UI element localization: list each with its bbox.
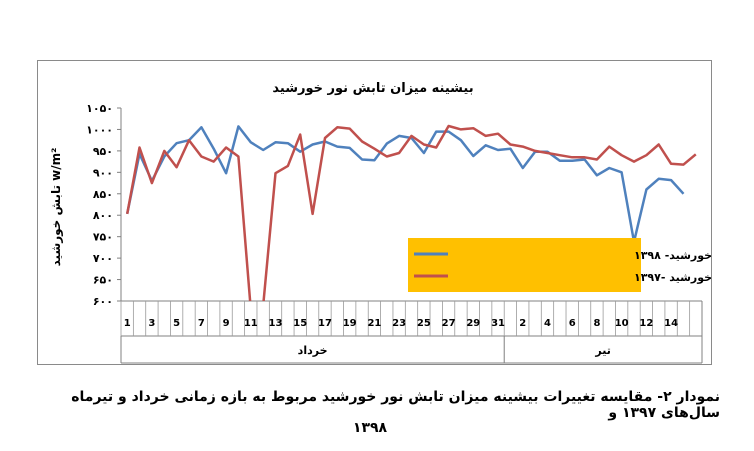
figure-caption: نمودار ۲- مقایسه تغییرات بیشینه میزان تا…: [71, 389, 720, 421]
x-tick-label: 17: [318, 318, 332, 329]
x-tick-label: 3: [148, 318, 155, 329]
series-line-1398: [125, 125, 685, 244]
y-tick-label: ۱۰۰۰: [86, 123, 113, 136]
x-tick-label: 11: [244, 318, 258, 329]
axes: [117, 107, 703, 364]
legend-label: میزان تابش نور خورشید- ۱۳۹۸: [634, 249, 713, 262]
x-tick-label: 9: [223, 318, 230, 329]
x-tick-label: 4: [544, 318, 551, 329]
month-label-khordad: خرداد: [298, 344, 328, 357]
y-tick-label: ۷۵۰: [93, 231, 113, 244]
series-line-1397: [125, 124, 697, 301]
legend-label: میزان تابش نور خورشید -۱۳۹۷: [634, 271, 713, 284]
y-tick-label: ۸۰۰: [93, 209, 113, 222]
x-tick-label: 23: [392, 318, 406, 329]
x-tick-label: 7: [198, 318, 205, 329]
y-tick-label: ۹۵۰: [93, 145, 113, 158]
x-tick-label: 5: [173, 318, 180, 329]
legend-box: [408, 238, 641, 292]
x-tick-label: 31: [491, 318, 505, 329]
y-tick-label: ۶۵۰: [93, 274, 113, 287]
x-tick-label: 19: [343, 318, 357, 329]
x-tick-label: 8: [593, 318, 600, 329]
y-tick-label: ۱۰۵۰: [86, 102, 113, 115]
x-tick-label: 21: [367, 318, 381, 329]
y-tick-label: ۸۵۰: [93, 188, 113, 201]
y-axis-label: w/m² تابش خورشید: [49, 148, 64, 267]
figure-caption-year: ۱۳۹۸: [352, 420, 388, 436]
chart-frame: بیشینه میزان تابش نور خورشید w/m² تابش خ…: [37, 60, 713, 365]
series-lines: [125, 124, 697, 301]
y-tick-label: ۶۰۰: [93, 295, 113, 308]
month-labels: خرداد تیر: [298, 344, 611, 357]
x-tick-label: 13: [269, 318, 283, 329]
x-tick-label: 25: [417, 318, 431, 329]
x-tick-labels: 1 3 5 7 9 11 13 15 17 19 21 23 25 27 29 31 2 4 6 8 10 12 14: [124, 318, 678, 329]
legend: میزان تابش نور خورشید- ۱۳۹۸ میزان تابش نو…: [408, 238, 713, 292]
x-tick-label: 1: [124, 318, 131, 329]
chart-title: بیشینه میزان تابش نور خورشید: [272, 81, 473, 96]
x-tick-label: 14: [664, 318, 678, 329]
x-tick-label: 27: [442, 318, 456, 329]
chart-svg: بیشینه میزان تابش نور خورشید w/m² تابش خ…: [49, 81, 713, 364]
x-tick-label: 2: [519, 318, 526, 329]
month-label-tir: تیر: [594, 344, 610, 357]
x-tick-label: 6: [569, 318, 576, 329]
x-tick-label: 29: [466, 318, 480, 329]
x-tick-label: 10: [615, 318, 629, 329]
y-tick-label: ۷۰۰: [93, 252, 113, 265]
y-tick-labels: ۱۰۵۰ ۱۰۰۰ ۹۵۰ ۹۰۰ ۸۵۰ ۸۰۰ ۷۵۰ ۷۰۰ ۶۵۰ ۶۰۰: [86, 102, 113, 308]
x-tick-label: 15: [293, 318, 307, 329]
y-tick-label: ۹۰۰: [93, 166, 113, 179]
x-tick-label: 12: [639, 318, 653, 329]
